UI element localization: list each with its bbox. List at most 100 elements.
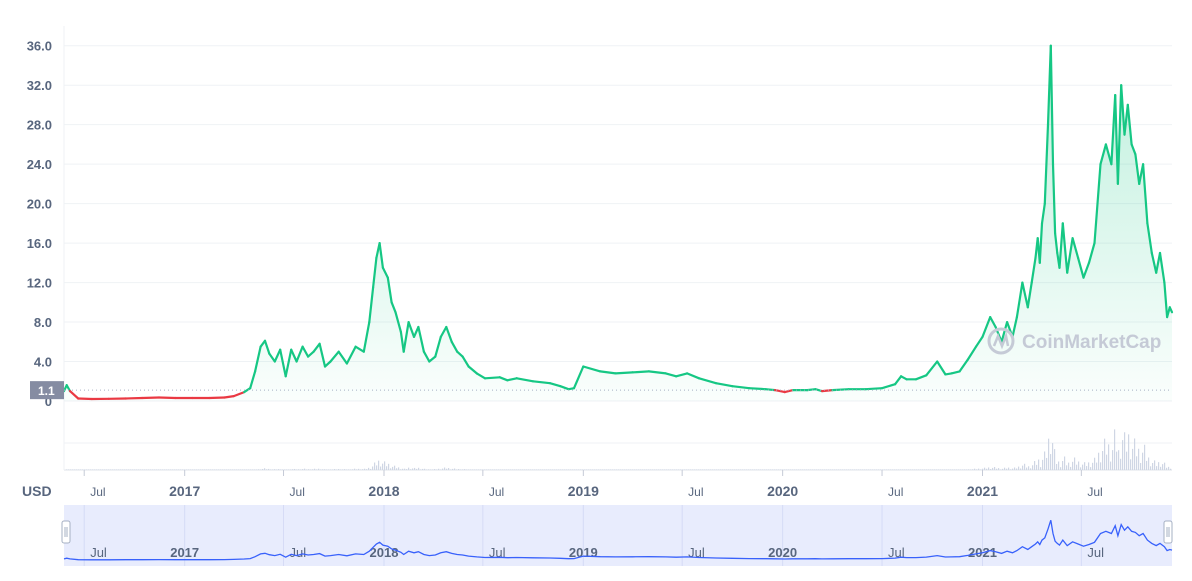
volume-bar — [268, 468, 270, 470]
volume-bar — [296, 469, 298, 470]
navigator-left-handle[interactable] — [61, 520, 71, 544]
volume-bar — [1160, 466, 1162, 470]
volume-bar — [464, 469, 466, 470]
price-segment-up — [381, 266, 389, 279]
price-segment-up — [284, 348, 293, 378]
volume-bar — [266, 469, 268, 470]
volume-bar — [858, 469, 860, 470]
volume-bar — [254, 469, 256, 470]
volume-bar — [80, 469, 82, 470]
volume-bar — [826, 469, 828, 470]
volume-bar — [338, 469, 340, 470]
price-segment-up — [368, 286, 375, 324]
volume-bar — [588, 469, 590, 470]
volume-bar — [634, 469, 636, 470]
price-segment-up — [290, 348, 298, 363]
price-segment-up — [461, 355, 470, 368]
volume-bar — [1158, 462, 1160, 470]
volume-bar — [860, 469, 862, 470]
volume-bar — [220, 469, 222, 470]
price-segment-up — [950, 370, 961, 375]
volume-bar — [772, 469, 774, 470]
volume-bar — [1106, 454, 1108, 470]
volume-bar — [660, 469, 662, 470]
x-axis: Jul 2017 Jul 2018 Jul 2019 Jul 2020 Jul 2021 Jul — [83, 470, 1103, 499]
volume-bar — [522, 469, 524, 470]
volume-bar — [174, 469, 176, 470]
volume-bar — [380, 466, 382, 470]
volume-bar — [876, 469, 878, 470]
volume-bar — [768, 469, 770, 470]
volume-bar — [912, 469, 914, 470]
volume-bar — [68, 469, 70, 470]
volume-bar — [264, 468, 266, 470]
navigator-tick-label: Jul — [1087, 545, 1104, 560]
volume-bar — [502, 469, 504, 470]
volume-bar — [274, 469, 276, 470]
price-segment-down — [223, 395, 235, 399]
volume-bar — [190, 469, 192, 470]
volume-bar — [460, 469, 462, 470]
volume-bar — [96, 469, 98, 470]
price-segment-up — [394, 311, 402, 333]
volume-bar — [676, 469, 678, 470]
volume-bar — [668, 469, 670, 470]
volume-bar — [1078, 461, 1080, 470]
volume-bar — [428, 469, 430, 470]
price-segment-up — [614, 371, 634, 375]
volume-bar — [188, 469, 190, 470]
price-segment-up — [731, 385, 751, 390]
price-segment-up — [1040, 202, 1046, 225]
volume-bar — [1104, 438, 1106, 470]
price-segment-up — [764, 388, 777, 392]
navigator-right-handle[interactable] — [1163, 520, 1173, 544]
volume-bar — [784, 469, 786, 470]
volume-bar — [928, 469, 930, 470]
volume-bar — [532, 469, 534, 470]
volume-bar — [700, 469, 702, 470]
volume-bar — [248, 469, 250, 470]
volume-bar — [412, 468, 414, 470]
volume-bar — [934, 469, 936, 470]
volume-bar — [852, 469, 854, 470]
volume-bar — [492, 469, 494, 470]
navigator-line — [63, 520, 1173, 561]
current-price-badge — [30, 381, 64, 400]
volume-bar — [172, 469, 174, 470]
volume-bar — [1114, 429, 1116, 470]
volume-bar — [910, 469, 912, 470]
volume-bar — [1004, 467, 1006, 470]
volume-bar — [590, 469, 592, 470]
price-segment-up — [1000, 321, 1009, 343]
price-segment-up — [417, 325, 425, 353]
volume-bar — [1132, 448, 1134, 470]
volume-bar — [74, 469, 76, 470]
volume-bar — [290, 469, 292, 470]
volume-bar — [856, 469, 858, 470]
y-axis: 36.0 32.0 28.0 24.0 20.0 16.0 12.0 8.0 4.0 0 — [27, 39, 52, 409]
price-segment-up — [1049, 44, 1055, 166]
price-segment-up — [1026, 281, 1033, 309]
navigator-tick-label: Jul — [489, 545, 506, 560]
volume-bar — [272, 469, 274, 470]
volume-bar — [722, 469, 724, 470]
volume-bar — [206, 469, 208, 470]
range-navigator[interactable]: Jul 2017 Jul 2018 Jul 2019 Jul 2020 Jul 2021 Jul — [61, 505, 1173, 566]
volume-bar — [696, 469, 698, 470]
volume-bar — [992, 467, 994, 470]
price-segment-up — [1168, 306, 1174, 314]
volume-bar — [486, 469, 488, 470]
volume-bar — [406, 469, 408, 470]
volume-bar — [1134, 438, 1136, 470]
volume-bar — [316, 469, 318, 470]
volume-bar — [494, 469, 496, 470]
price-segment-up — [1021, 281, 1029, 309]
volume-bar — [224, 469, 226, 470]
volume-bar — [310, 469, 312, 470]
volume-bar — [716, 469, 718, 470]
volume-bar — [72, 469, 74, 470]
volume-bar — [862, 469, 864, 470]
volume-bar — [360, 469, 362, 470]
volume-bar — [656, 469, 658, 470]
